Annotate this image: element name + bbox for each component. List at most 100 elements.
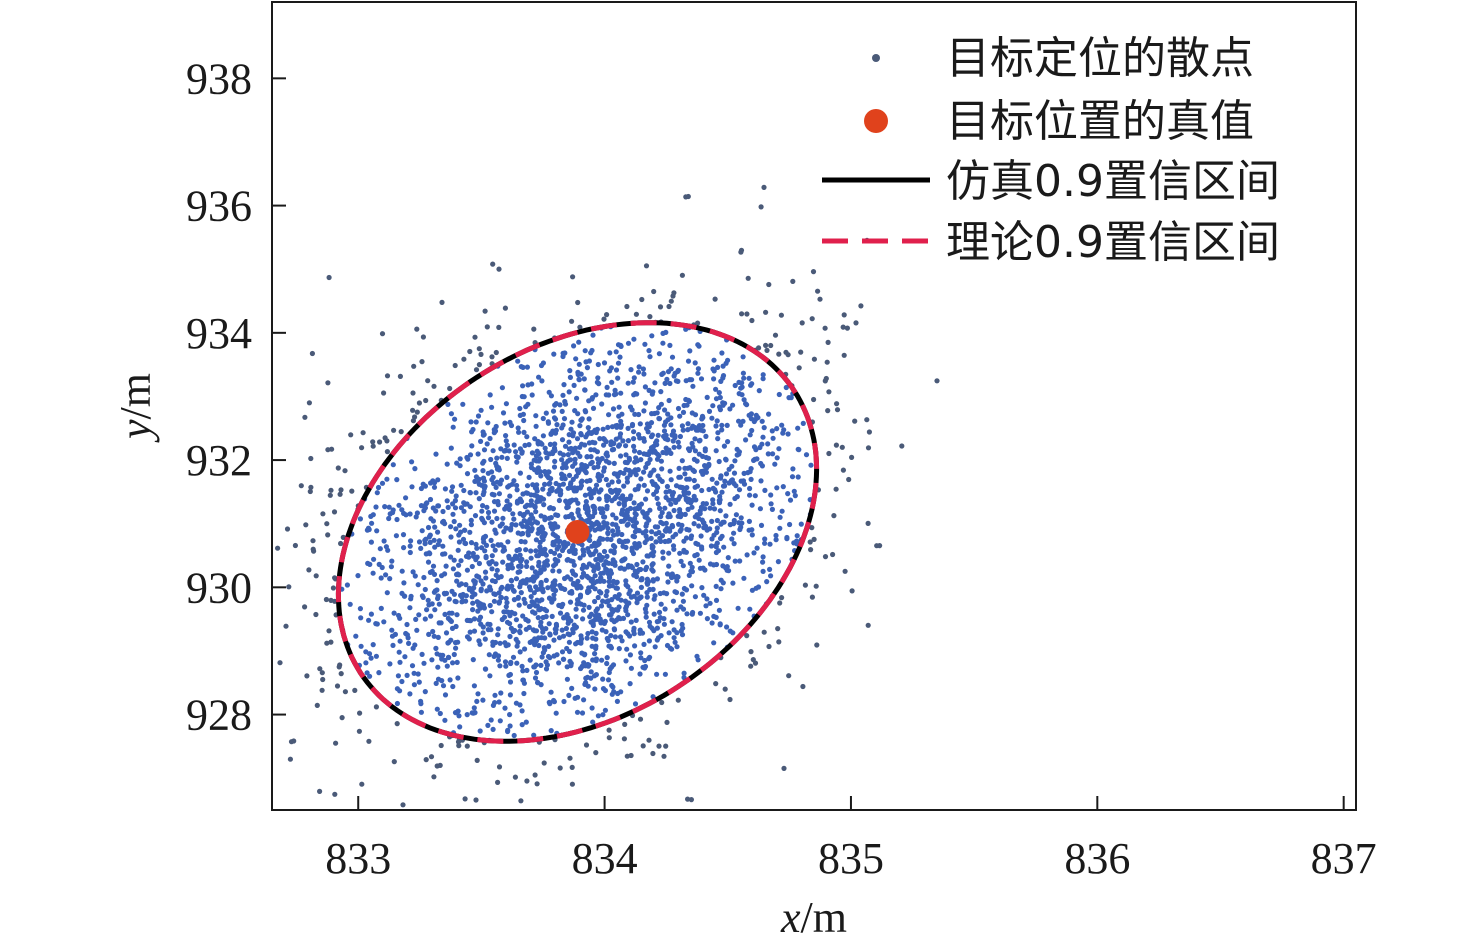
- true-value-marker: [565, 519, 590, 544]
- scatter-point: [475, 691, 481, 697]
- scatter-point: [644, 536, 650, 543]
- scatter-point: [679, 621, 685, 628]
- scatter-point: [626, 457, 633, 463]
- scatter-point: [550, 542, 556, 548]
- scatter-point: [545, 585, 551, 591]
- scatter-point: [396, 649, 402, 655]
- scatter-point: [760, 568, 766, 575]
- scatter-point: [596, 381, 602, 387]
- scatter-point: [674, 630, 680, 636]
- scatter-point: [526, 519, 532, 525]
- scatter-point: [447, 677, 453, 683]
- scatter-point: [328, 639, 334, 645]
- scatter-point: [547, 521, 554, 527]
- scatter-point: [631, 429, 637, 435]
- scatter-point: [814, 642, 820, 648]
- scatter-point: [637, 595, 643, 601]
- scatter-point: [772, 461, 778, 467]
- scatter-point: [408, 538, 414, 544]
- scatter-point: [695, 541, 701, 547]
- scatter-point: [320, 676, 326, 683]
- scatter-point: [774, 455, 780, 461]
- scatter-point: [773, 537, 779, 543]
- scatter-point: [358, 643, 364, 649]
- scatter-point: [447, 385, 453, 392]
- scatter-point: [668, 366, 674, 372]
- scatter-point: [751, 550, 757, 556]
- scatter-point: [476, 496, 482, 502]
- scatter-point: [530, 577, 536, 583]
- scatter-point: [685, 506, 691, 512]
- legend-scatter-symbol: [872, 54, 880, 62]
- scatter-point: [617, 431, 624, 437]
- scatter-point: [464, 567, 470, 573]
- scatter-point: [704, 616, 711, 622]
- scatter-point: [641, 641, 647, 648]
- scatter-point: [600, 426, 606, 432]
- scatter-point: [632, 701, 639, 707]
- scatter-point: [365, 560, 371, 567]
- scatter-point: [376, 670, 382, 676]
- scatter-point: [456, 743, 462, 749]
- scatter-point: [457, 724, 463, 730]
- scatter-point: [787, 521, 793, 528]
- scatter-point: [347, 601, 353, 607]
- scatter-point: [727, 522, 733, 528]
- scatter-point: [674, 607, 680, 613]
- scatter-point: [650, 750, 656, 757]
- scatter-point: [741, 575, 747, 581]
- scatter-point: [699, 416, 705, 422]
- scatter-point: [382, 504, 388, 510]
- scatter-point: [634, 527, 640, 533]
- scatter-point: [545, 420, 552, 426]
- scatter-point: [707, 526, 713, 532]
- scatter-point: [292, 542, 298, 549]
- scatter-point: [370, 642, 376, 648]
- scatter-point: [591, 490, 597, 496]
- scatter-point: [478, 438, 484, 444]
- scatter-point: [497, 663, 503, 669]
- scatter-point: [407, 543, 413, 549]
- scatter-point: [547, 655, 553, 661]
- scatter-point: [739, 520, 745, 526]
- scatter-point: [537, 456, 543, 462]
- scatter-point: [538, 473, 544, 479]
- scatter-point: [656, 351, 663, 357]
- scatter-point: [768, 342, 774, 349]
- scatter-point: [568, 663, 574, 669]
- scatter-point: [605, 677, 612, 683]
- scatter-point: [530, 609, 536, 615]
- scatter-point: [506, 448, 512, 454]
- scatter-point: [313, 611, 319, 618]
- scatter-point: [363, 649, 369, 655]
- scatter-point: [391, 759, 397, 765]
- scatter-point: [734, 452, 740, 458]
- scatter-point: [640, 530, 646, 536]
- scatter-point: [404, 632, 410, 638]
- scatter-point: [519, 722, 525, 728]
- scatter-point: [808, 547, 814, 553]
- scatter-point: [451, 651, 457, 658]
- scatter-point: [490, 543, 496, 549]
- scatter-point: [800, 420, 806, 426]
- scatter-point: [533, 548, 539, 554]
- scatter-point: [469, 429, 475, 435]
- scatter-point: [317, 788, 323, 795]
- scatter-point: [435, 477, 441, 483]
- scatter-point: [723, 360, 729, 366]
- scatter-point: [511, 556, 517, 562]
- scatter-point: [336, 664, 342, 670]
- scatter-point: [589, 543, 595, 549]
- scatter-point: [613, 349, 619, 355]
- scatter-point: [480, 429, 486, 435]
- scatter-point: [456, 713, 462, 719]
- scatter-point: [701, 592, 707, 598]
- scatter-point: [513, 449, 519, 455]
- scatter-point: [442, 611, 448, 618]
- scatter-point: [566, 472, 573, 478]
- scatter-point: [540, 526, 546, 532]
- scatter-point: [578, 665, 584, 672]
- scatter-point: [547, 487, 553, 493]
- scatter-point: [825, 339, 831, 345]
- scatter-point: [654, 495, 660, 501]
